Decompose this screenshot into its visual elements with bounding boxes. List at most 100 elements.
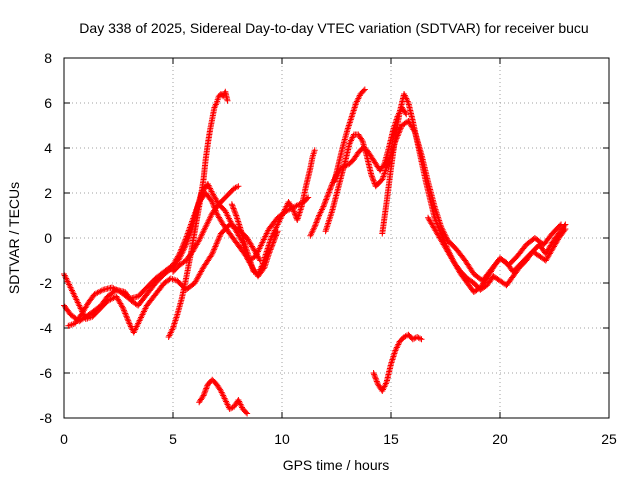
data-point [433,219,440,226]
plot-frame [63,57,610,419]
data-point [179,243,186,250]
data-point [125,317,132,324]
data-point [232,209,239,216]
data-point [177,247,184,254]
data-point [326,215,333,222]
data-point [372,374,379,381]
data-point [435,223,442,230]
series-arc12 [196,376,251,417]
data-point [98,287,105,294]
data-point [312,220,319,227]
y-tick-label: -2 [40,275,53,291]
data-points [61,86,569,417]
data-point [324,193,331,200]
data-point [212,243,219,250]
data-point [123,313,130,320]
data-point [216,233,223,240]
y-tick-label: 0 [44,230,52,246]
x-tick-label: 10 [274,431,290,447]
data-point [314,216,321,223]
data-point [311,223,318,230]
y-tick-label: -8 [40,410,53,426]
data-point [313,219,320,226]
data-point [323,225,330,232]
data-point [370,176,377,183]
data-point [314,215,321,222]
data-point [124,314,131,321]
series-arc4 [165,88,231,340]
series-arc6 [228,147,318,277]
data-point [203,385,210,392]
data-point [212,242,219,249]
data-point [180,242,187,249]
data-point [373,377,380,384]
data-point [182,236,189,243]
data-point [323,195,330,202]
data-point [432,216,439,223]
data-point [380,162,387,169]
data-point [213,240,220,247]
y-tick-label: -6 [40,365,53,381]
data-point [320,202,327,209]
data-point [326,188,333,195]
data-point [322,199,329,206]
data-point [561,222,568,229]
data-point [433,220,440,227]
data-point [229,204,236,211]
data-point [208,197,215,204]
data-point [324,192,331,199]
x-axis-label: GPS time / hours [283,457,390,473]
data-point [368,172,375,178]
data-point [322,197,329,204]
x-tick-label: 0 [60,431,68,447]
data-point [417,335,424,342]
series-arc9 [331,86,368,185]
data-point [235,183,242,190]
data-point [291,209,298,216]
data-point [325,190,332,197]
x-tick-label: 5 [169,431,177,447]
data-point [122,311,129,318]
series-arc3 [65,190,312,329]
x-tick-label: 25 [601,431,617,447]
data-point [215,236,222,243]
data-point [243,409,250,416]
data-point [214,237,221,244]
chart-title: Day 338 of 2025, Sidereal Day-to-day VTE… [79,20,588,36]
data-point [181,239,188,246]
data-point [313,218,320,225]
data-point [211,246,218,253]
data-point [322,228,329,235]
data-point [327,212,334,219]
data-point [119,304,126,311]
data-point [371,371,378,378]
data-point [180,240,187,247]
data-point [371,372,378,379]
data-point [181,237,188,244]
data-point [224,97,231,104]
data-point [177,249,184,256]
data-point [230,205,237,212]
data-point [434,221,441,228]
data-point [232,211,239,218]
data-point [125,319,132,326]
data-point [209,249,216,256]
data-point [210,201,217,208]
y-tick-label: -4 [40,320,53,336]
data-point [209,250,216,257]
data-point [431,214,438,221]
data-point [374,379,381,386]
data-point [327,214,334,221]
y-tick-label: 2 [44,185,52,201]
data-point [176,250,183,257]
data-point [326,186,333,193]
data-point [370,370,377,376]
data-point [201,391,208,398]
series-arc5 [170,183,242,275]
series-arc7 [307,104,410,239]
data-point [327,185,334,192]
data-point [311,147,318,154]
data-point [229,202,236,209]
data-point [371,179,378,186]
